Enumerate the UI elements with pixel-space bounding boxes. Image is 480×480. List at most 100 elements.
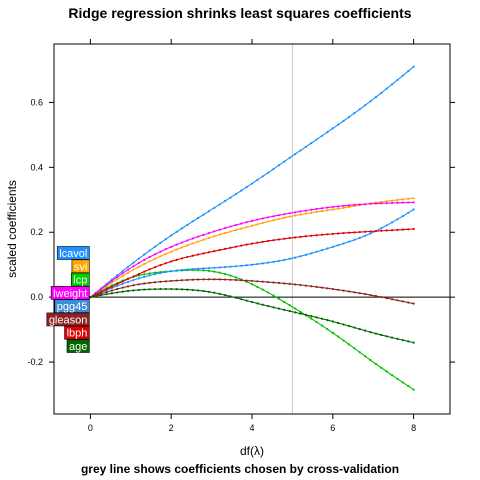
data-point [315, 210, 318, 214]
data-point [116, 284, 119, 287]
data-point [175, 288, 178, 291]
data-point [229, 278, 232, 281]
data-point [320, 210, 324, 213]
data-point [320, 286, 324, 289]
data-point [234, 245, 237, 248]
data-point [358, 203, 361, 206]
data-point [320, 233, 324, 236]
data-point [116, 275, 119, 279]
data-point [126, 271, 130, 274]
data-point [240, 298, 243, 301]
series-label-lcp: lcp [71, 272, 90, 287]
data-point [223, 272, 227, 276]
data-point [272, 294, 275, 297]
data-point [310, 208, 313, 211]
data-point [342, 119, 345, 122]
data-point [121, 274, 124, 278]
data-point [207, 210, 210, 213]
series-label-lweight: lweight [50, 286, 90, 300]
data-point [294, 236, 297, 239]
data-point [288, 282, 291, 286]
data-point [272, 167, 275, 171]
data-point [277, 259, 281, 263]
data-point [374, 362, 378, 366]
data-point [304, 313, 307, 316]
data-point [401, 339, 404, 342]
data-point [175, 248, 178, 251]
data-point [223, 199, 227, 203]
x-tick-label: 8 [411, 423, 416, 433]
data-point [197, 216, 200, 220]
data-point [153, 288, 157, 291]
data-point [245, 299, 248, 302]
data-point [347, 231, 351, 234]
data-point [153, 273, 157, 276]
data-point [116, 278, 119, 281]
data-point [159, 271, 162, 275]
data-point [315, 250, 318, 253]
data-point [170, 234, 173, 237]
data-point [186, 278, 189, 282]
plot-frame [53, 43, 451, 415]
series-label-lcavol: lcavol [56, 246, 90, 260]
data-point [337, 207, 340, 210]
data-point [342, 289, 345, 292]
data-point [143, 288, 146, 291]
data-point [126, 265, 130, 268]
data-point [277, 214, 281, 217]
data-point [390, 221, 394, 224]
data-point [353, 291, 356, 294]
series-line-gleason [90, 278, 414, 305]
data-point [126, 289, 130, 293]
data-point [218, 278, 221, 281]
data-point [380, 333, 383, 337]
data-point [299, 210, 302, 213]
data-point [186, 288, 189, 291]
data-point [337, 335, 340, 338]
data-point [353, 326, 356, 329]
data-point [326, 209, 329, 212]
data-point [283, 282, 286, 285]
data-point [223, 278, 227, 281]
data-point [326, 318, 329, 322]
data-point [218, 266, 221, 269]
data-point [331, 245, 334, 248]
data-point [315, 316, 318, 319]
data-point [213, 278, 216, 281]
data-point [121, 290, 124, 293]
data-point [164, 262, 167, 265]
data-point [121, 282, 124, 285]
data-point [277, 297, 281, 300]
data-point [347, 343, 351, 346]
data-point [369, 359, 372, 362]
data-point [240, 189, 243, 192]
series-label-text: lcavol [59, 248, 87, 260]
data-point [234, 278, 237, 282]
data-point [272, 281, 275, 284]
data-point [337, 123, 340, 126]
data-point [218, 203, 221, 206]
data-point [202, 289, 205, 293]
data-point [229, 274, 232, 277]
data-point [288, 304, 291, 307]
data-point [213, 230, 216, 233]
data-point [326, 233, 329, 236]
data-point [358, 292, 361, 295]
data-point [390, 374, 394, 377]
data-point [407, 340, 410, 343]
data-point [364, 234, 367, 237]
data-point [186, 223, 189, 226]
y-tick-label: 0.4 [30, 162, 43, 172]
data-point [369, 230, 372, 233]
data-point [245, 221, 248, 224]
series-label-age: age [66, 339, 90, 353]
data-point [364, 355, 367, 358]
data-point [256, 218, 259, 221]
data-point [143, 273, 146, 276]
data-point [261, 280, 264, 283]
data-point [272, 239, 275, 242]
data-point [218, 292, 221, 295]
data-point [283, 160, 286, 163]
data-point [272, 260, 275, 263]
data-point [143, 282, 146, 285]
